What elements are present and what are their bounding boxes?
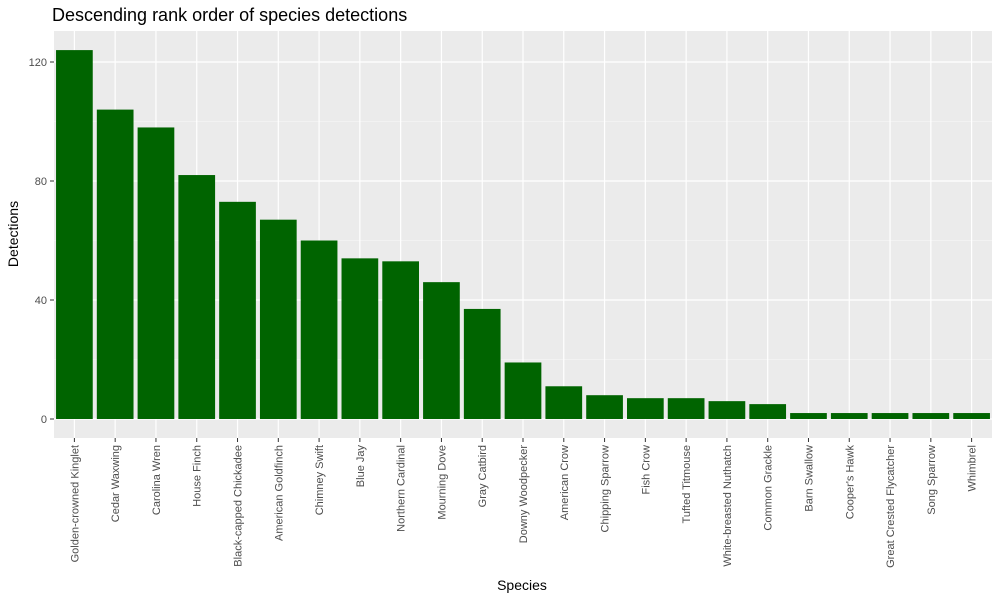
x-tick-label: Fish Crow bbox=[640, 445, 652, 495]
y-tick-label: 80 bbox=[35, 176, 47, 188]
bar bbox=[137, 127, 175, 419]
x-tick-label: House Finch bbox=[192, 445, 204, 507]
x-tick-label: Gray Catbird bbox=[477, 445, 489, 507]
bar bbox=[749, 404, 787, 419]
x-tick-label: Blue Jay bbox=[355, 445, 367, 488]
y-tick-label: 0 bbox=[41, 414, 47, 426]
bar bbox=[626, 398, 664, 419]
y-axis-title: Detections bbox=[5, 201, 21, 267]
x-tick-label: Downy Woodpecker bbox=[518, 445, 530, 544]
bar bbox=[953, 413, 990, 419]
bar bbox=[912, 413, 950, 419]
bar bbox=[300, 240, 338, 419]
x-tick-label: Whimbrel bbox=[967, 445, 979, 491]
x-axis: Golden-crowned Kinglet Cedar Waxwing Carol… bbox=[69, 438, 979, 568]
bar bbox=[259, 219, 297, 419]
x-tick-label: Song Sparrow bbox=[926, 445, 938, 515]
x-tick-label: Cedar Waxwing bbox=[110, 445, 122, 522]
x-tick-label: American Crow bbox=[559, 445, 571, 520]
bars bbox=[56, 50, 990, 419]
x-tick-label: Common Grackle bbox=[763, 445, 775, 531]
bar bbox=[341, 258, 379, 419]
bar bbox=[830, 413, 868, 419]
bar bbox=[423, 282, 460, 419]
bar bbox=[178, 175, 216, 419]
bar bbox=[96, 109, 134, 419]
chart-title: Descending rank order of species detecti… bbox=[52, 5, 408, 25]
x-tick-label: Great Crested Flycatcher bbox=[885, 445, 897, 568]
x-axis-title: Species bbox=[497, 577, 547, 593]
x-tick-label: Cooper's Hawk bbox=[844, 445, 856, 520]
bar bbox=[790, 413, 827, 419]
y-tick-label: 40 bbox=[35, 295, 47, 307]
x-tick-label: Mourning Dove bbox=[436, 445, 448, 520]
bar bbox=[504, 362, 542, 419]
x-tick-label: White-breasted Nuthatch bbox=[722, 445, 734, 567]
bar bbox=[463, 308, 501, 419]
bar bbox=[667, 398, 705, 419]
bar bbox=[219, 201, 256, 419]
x-tick-label: Black-capped Chickadee bbox=[233, 445, 245, 567]
x-tick-label: Northern Cardinal bbox=[396, 445, 408, 532]
bar bbox=[871, 413, 909, 419]
x-tick-label: American Goldfinch bbox=[273, 445, 285, 541]
bar bbox=[708, 401, 746, 419]
x-tick-label: Carolina Wren bbox=[151, 445, 163, 515]
x-tick-label: Golden-crowned Kinglet bbox=[69, 445, 81, 562]
x-tick-label: Barn Swallow bbox=[803, 445, 815, 512]
x-tick-label: Tufted Titmouse bbox=[681, 445, 693, 523]
y-tick-label: 120 bbox=[29, 57, 47, 69]
x-tick-label: Chipping Sparrow bbox=[600, 445, 612, 532]
bar bbox=[545, 386, 583, 419]
bar bbox=[382, 261, 420, 419]
x-tick-label: Chimney Swift bbox=[314, 445, 326, 515]
y-axis: 0 40 80 120 bbox=[29, 57, 54, 426]
bar bbox=[586, 395, 623, 419]
bar bbox=[56, 50, 93, 419]
